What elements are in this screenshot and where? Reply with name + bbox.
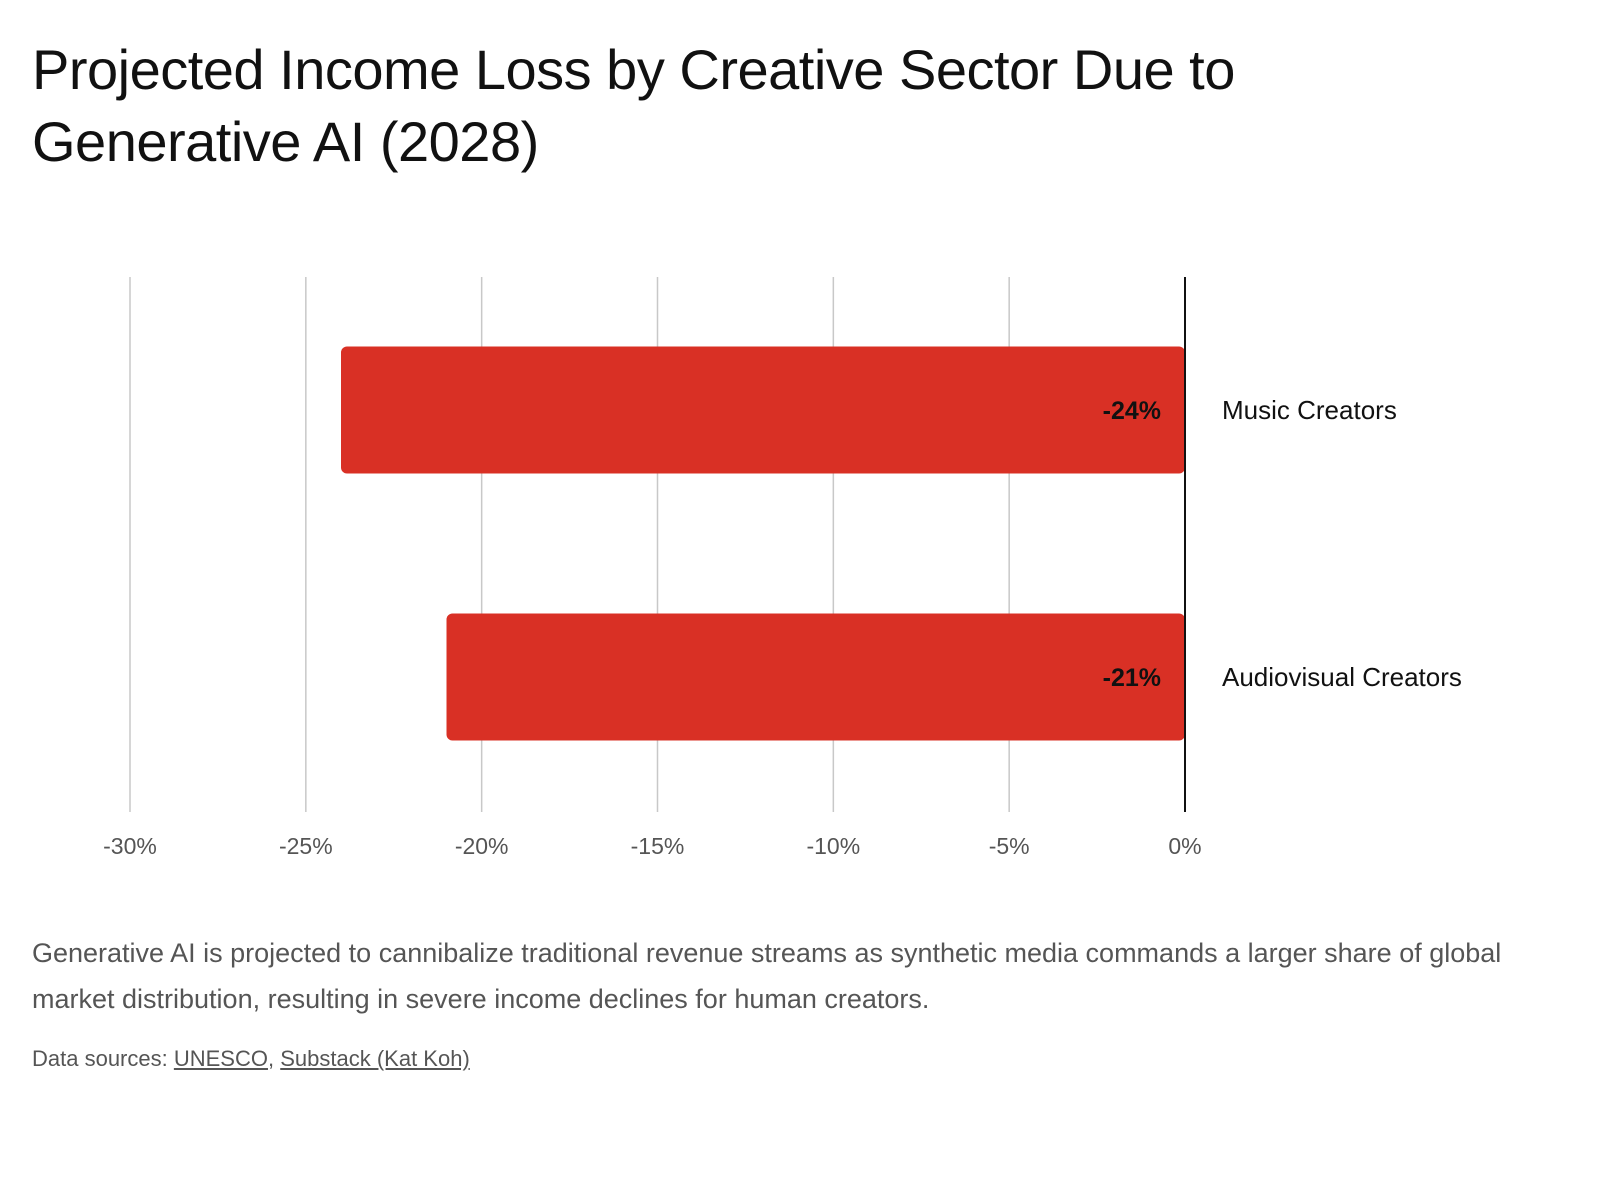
data-sources: Data sources: UNESCO, Substack (Kat Koh) [32, 1044, 470, 1074]
x-tick-label: -30% [103, 833, 157, 859]
x-axis-ticks: -30% -25% -20% -15% -10% -5% 0% [103, 833, 1201, 859]
x-tick-label: 0% [1168, 833, 1201, 859]
category-label: Audiovisual Creators [1222, 662, 1462, 692]
sources-separator: , [267, 1046, 275, 1071]
data-label: -24% [1103, 397, 1161, 425]
x-tick-label: -15% [631, 833, 685, 859]
x-tick-label: -25% [279, 833, 333, 859]
source-link-unesco[interactable]: UNESCO [173, 1046, 268, 1071]
x-tick-label: -5% [989, 833, 1030, 859]
category-label: Music Creators [1222, 395, 1397, 425]
chart-caption: Generative AI is projected to cannibaliz… [32, 938, 1502, 1014]
data-labels: -24% -21% [1103, 397, 1161, 692]
source-link-substack[interactable]: Substack (Kat Koh) [280, 1046, 470, 1071]
chart-title: Projected Income Loss by Creative Sector… [32, 38, 1235, 173]
bar [446, 613, 1185, 741]
category-labels: Music Creators Audiovisual Creators [1222, 395, 1462, 692]
x-tick-label: -10% [806, 833, 860, 859]
bars [341, 346, 1185, 741]
data-label: -21% [1103, 664, 1161, 692]
sources-label: Data sources: [32, 1046, 168, 1071]
x-tick-label: -20% [455, 833, 509, 859]
bar-chart: -24% -21% Music Creators Audiovisual Creat… [103, 277, 1462, 859]
bar [341, 346, 1185, 474]
